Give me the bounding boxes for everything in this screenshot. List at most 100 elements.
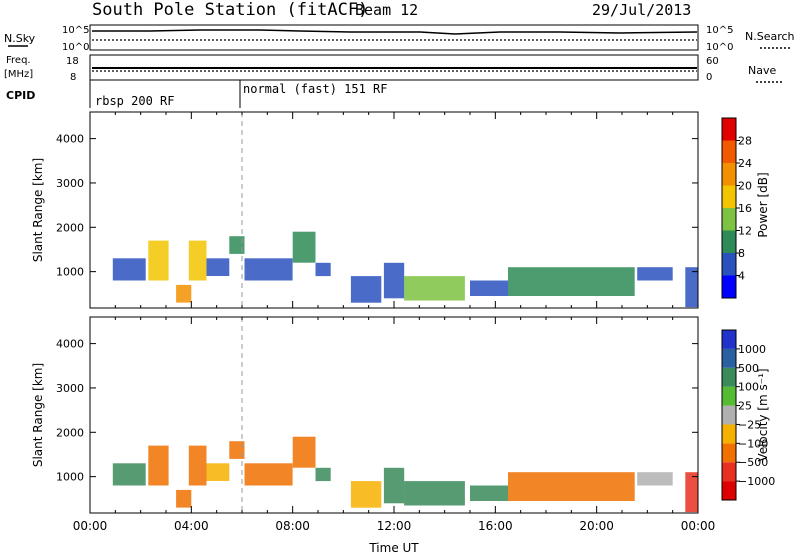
power-colorbar-cell [722,118,736,141]
vel-ytick-label: 1000 [56,471,84,484]
vel-colorbar-cell [722,462,736,482]
power-colorbar-tick-label: 4 [738,270,745,283]
freq-tick-bottom: 8 [70,72,76,83]
xtick-label: 12:00 [377,519,412,533]
freq-tick-top: 18 [66,56,79,67]
velocity-plot-frame [89,316,699,514]
velocity-y-axis-label: Slant Range [km] [31,363,45,467]
velocity-y-ticks: 1000 2000 3000 4000 [56,338,698,484]
vel-patch-15 [685,472,698,513]
power-patch-13 [508,267,635,296]
vel-colorbar-cell [722,348,736,368]
power-colorbar-tick-label: 28 [738,135,752,148]
freq-label-line2: [MHz] [4,69,33,80]
power-patch-2 [176,284,192,303]
vel-ytick-label: 3000 [56,382,84,395]
power-patch-9 [350,276,382,303]
power-patch-4 [206,258,230,276]
vel-colorbar-cell [722,405,736,425]
power-ytick-label: 2000 [56,221,84,234]
vel-colorbar-tick-label: 1000 [738,343,766,356]
freq-label-line1: Freq. [6,55,31,66]
velocity-panel: 1000 2000 3000 4000 00:00 04:00 08:00 12:00 16:… [31,316,775,554]
power-y-ticks: 1000 2000 3000 4000 [56,133,698,279]
nave-tick-top: 60 [706,56,719,67]
noise-strip-frame [89,24,699,51]
power-patch-10 [383,262,405,299]
power-patch-1 [148,240,169,281]
vel-patch-10 [383,467,405,504]
power-colorbar: 4 8 12 16 20 24 28 [721,117,752,299]
power-patch-11 [404,276,465,301]
plot-title: South Pole Station (fitACF) [92,0,368,20]
power-colorbar-cell [722,163,736,186]
vel-ytick-label: 2000 [56,426,84,439]
vel-patch-3 [188,445,207,486]
power-colorbar-cell [722,185,736,208]
power-colorbar-cell [722,140,736,163]
power-patch-3 [188,240,207,281]
xtick-label: 20:00 [579,519,614,533]
xtick-label: 00:00 [73,519,108,533]
vel-colorbar-cell [722,367,736,387]
vel-colorbar-tick-label: −25 [738,418,761,431]
xtick-label: 04:00 [174,519,209,533]
power-colorbar-tick-label: 8 [738,247,745,260]
x-axis-label: Time UT [368,541,419,554]
cpid-label: CPID [6,89,35,102]
nave-label: Nave [748,64,776,77]
freq-strip-frame [89,54,699,81]
power-y-axis-label: Slant Range [km] [31,158,45,262]
nsearch-tick-top: 10^5 [706,25,733,36]
vel-colorbar-tick-label: 25 [738,400,752,413]
power-patch-6 [244,258,293,281]
nsearch-label: N.Search [745,30,795,43]
vel-colorbar-cell [722,386,736,406]
nsky-label: N.Sky [4,32,36,45]
vel-colorbar-tick-label: 500 [738,362,759,375]
nsky-tick-top: 10^5 [62,25,89,36]
power-patch-12 [470,280,508,296]
vel-ytick-label: 4000 [56,338,84,351]
vel-colorbar-cell [722,424,736,444]
vel-patch-12 [470,485,508,501]
power-ytick-label: 4000 [56,133,84,146]
power-colorbar-cell [722,230,736,253]
vel-patch-5 [229,441,245,459]
vel-colorbar-cell [722,443,736,463]
power-plot-frame [89,111,699,309]
date-label: 29/Jul/2013 [592,1,691,19]
power-colorbar-tick-label: 24 [738,157,752,170]
vel-patch-9 [350,481,382,508]
power-colorbar-cell [722,275,736,298]
vel-colorbar-tick-label: 100 [738,381,759,394]
power-patch-5 [229,236,245,254]
velocity-colorbar-label: Velocity [m s⁻¹] [756,368,770,461]
power-patch-0 [112,258,146,281]
beam-label: Beam 12 [355,1,418,19]
nsearch-tick-bottom: 10^0 [706,42,733,53]
power-colorbar-cell [722,208,736,231]
power-panel: 1000 2000 3000 4000 Slant Range [km] 4 8 12 16… [31,111,770,309]
vel-colorbar-cell [722,481,736,500]
vel-colorbar-tick-label: −500 [738,456,768,469]
vel-patch-11 [404,481,465,506]
vel-patch-13 [508,472,635,501]
vel-patch-4 [206,463,230,481]
vel-colorbar-tick-label: −1000 [738,475,775,488]
vel-patch-8 [315,467,331,482]
xtick-label: 08:00 [275,519,310,533]
nsky-series [92,29,698,35]
vel-colorbar-frame [721,329,737,501]
freq-strip: Freq. [MHz] 18 8 60 0 Nave [4,54,782,83]
velocity-patches [112,317,698,513]
vel-patch-0 [112,463,146,486]
vel-patch-2 [176,489,192,508]
cpid-strip: CPID rbsp 200 RF normal (fast) 151 RF [6,80,388,108]
cpid-segment-1: rbsp 200 RF [95,94,174,108]
velocity-x-ticks: 00:00 04:00 08:00 12:00 16:00 20:00 00:00 [73,317,715,533]
noise-strip: N.Sky 10^5 10^0 10^5 10^0 N.Search [4,24,795,53]
xtick-label: 16:00 [478,519,513,533]
velocity-colorbar: 1000 500 100 25 −25 −100 −500 −1000 [721,329,775,501]
